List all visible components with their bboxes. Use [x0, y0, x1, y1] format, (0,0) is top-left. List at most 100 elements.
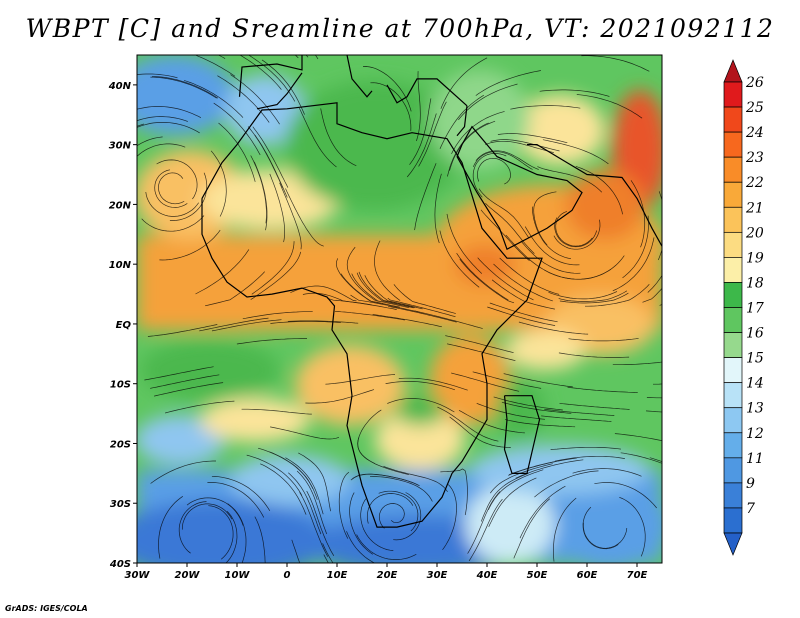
colorbar-box [723, 357, 743, 384]
colorbar-label: 26 [745, 75, 764, 91]
streamline [270, 426, 340, 440]
streamline [208, 505, 234, 560]
streamline [150, 76, 217, 99]
streamline [449, 416, 511, 448]
x-tick-label: 40E [476, 570, 498, 581]
map-frame [136, 54, 663, 564]
streamline [141, 215, 205, 232]
streamline [358, 271, 415, 308]
streamline [575, 165, 623, 215]
coastline [346, 55, 373, 98]
colorbar-box [723, 457, 743, 484]
streamline [440, 57, 488, 109]
streamline [288, 472, 322, 535]
streamline [338, 471, 350, 539]
streamline [622, 215, 649, 279]
x-tick-label: 10E [327, 570, 348, 581]
streamline [548, 291, 618, 300]
y-tick-label: 30N [109, 141, 132, 152]
streamline [346, 246, 379, 302]
colorbar-label: 12 [746, 426, 764, 442]
streamline [210, 150, 227, 217]
streamline [388, 305, 457, 323]
streamline [211, 319, 282, 332]
streamline [499, 257, 560, 295]
streamline [485, 140, 554, 153]
coastline [456, 125, 583, 251]
streamline [241, 408, 312, 415]
streamline [296, 470, 328, 535]
streamline [398, 377, 468, 391]
coastline [503, 395, 541, 474]
streamline [186, 497, 244, 526]
y-tick-label: 40S [109, 559, 131, 570]
map-field [137, 55, 662, 563]
y-tick-label: EQ [116, 320, 132, 331]
streamline [150, 374, 220, 389]
streamline [370, 82, 412, 131]
streamline [369, 476, 433, 502]
streamline [346, 531, 376, 563]
streamline [542, 139, 609, 165]
streamline [261, 59, 305, 115]
streamline [539, 89, 610, 97]
x-tick-label: 30E [427, 570, 448, 581]
colorbar-box [723, 81, 743, 108]
streamline [620, 452, 662, 464]
streamline [158, 172, 185, 205]
streamline [445, 335, 514, 354]
streamline [437, 406, 499, 442]
x-axis: 30W 20W 10W 0 10E 20E 30E 40E 50E 60E 70E [125, 563, 648, 581]
streamline [490, 139, 560, 152]
streamline [253, 161, 268, 231]
colorbar-box [723, 156, 743, 183]
colorbar-box [723, 432, 743, 459]
colorbar-box [723, 181, 743, 208]
streamline [242, 311, 313, 320]
streamline [559, 402, 630, 410]
streamline [451, 372, 520, 392]
colorbar-box [723, 131, 743, 158]
streamline [165, 400, 235, 414]
field-region [375, 410, 465, 470]
streamline [553, 219, 601, 250]
streamline [485, 203, 535, 254]
y-tick-label: 10S [110, 380, 131, 391]
streamline [477, 257, 534, 301]
streamline [258, 447, 314, 490]
streamline [475, 150, 539, 170]
x-tick-label: 20W [175, 570, 201, 581]
streamline [195, 249, 250, 295]
streamline [497, 133, 568, 144]
streamline [480, 473, 529, 522]
streamline [416, 71, 421, 142]
streamline [493, 263, 553, 302]
streamline [451, 111, 505, 155]
streamline [387, 398, 455, 413]
streamline [488, 469, 544, 510]
streamline [364, 275, 423, 310]
streamline [614, 433, 662, 441]
streamline [458, 409, 525, 434]
streamline [159, 229, 221, 261]
streamline [218, 122, 256, 182]
coastline [527, 144, 662, 247]
streamline [477, 157, 511, 185]
streamline [553, 497, 577, 562]
streamline [178, 501, 207, 554]
colorbar-label: 7 [746, 501, 755, 517]
colorbar-label: 14 [746, 376, 764, 392]
streamline [154, 169, 188, 208]
colorbar-label: 15 [746, 351, 764, 367]
streamline [147, 324, 218, 337]
streamline [583, 522, 628, 549]
colorbar-label: 11 [746, 451, 764, 467]
streamline [533, 191, 557, 246]
streamline [362, 66, 412, 112]
streamline [269, 173, 285, 243]
streamline [211, 475, 271, 511]
streamline [414, 163, 437, 231]
streamline [254, 516, 266, 563]
x-tick-label: 50E [527, 570, 548, 581]
streamline [582, 506, 619, 550]
